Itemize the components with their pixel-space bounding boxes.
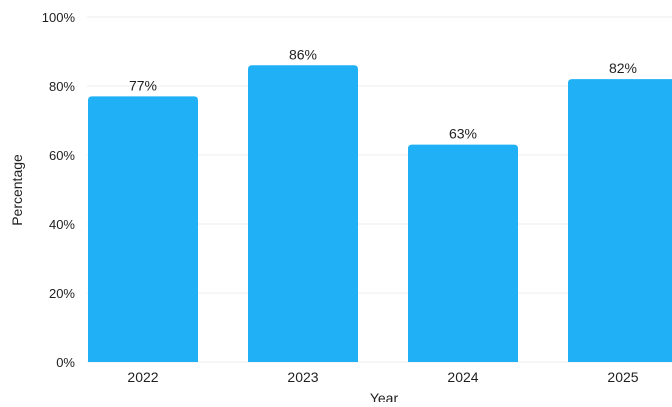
- x-tick-label: 2025: [607, 369, 638, 385]
- bar-2025: [568, 79, 672, 362]
- y-tick-label: 40%: [49, 217, 75, 232]
- bar-2024: [408, 144, 518, 362]
- y-tick-label: 20%: [49, 286, 75, 301]
- y-tick-label: 80%: [49, 79, 75, 94]
- x-axis-title: Year: [370, 390, 399, 402]
- x-tick-label: 2024: [447, 369, 478, 385]
- data-label: 77%: [129, 77, 157, 93]
- y-axis-title: Percentage: [9, 154, 25, 226]
- y-axis-ticks: 0% 20% 40% 60% 80% 100%: [42, 10, 76, 370]
- y-tick-label: 60%: [49, 148, 75, 163]
- y-tick-label: 100%: [42, 10, 76, 25]
- bar-2023: [248, 65, 358, 363]
- data-label: 82%: [609, 60, 637, 76]
- x-tick-label: 2022: [127, 369, 158, 385]
- bar-2022: [88, 96, 198, 362]
- data-label: 63%: [449, 126, 477, 142]
- x-tick-label: 2023: [287, 369, 318, 385]
- data-label: 86%: [289, 46, 317, 62]
- y-tick-label: 0%: [56, 355, 75, 370]
- data-labels: 77% 86% 63% 82%: [129, 46, 637, 141]
- x-axis-ticks: 2022 2023 2024 2025: [127, 369, 638, 385]
- bars: [88, 65, 672, 363]
